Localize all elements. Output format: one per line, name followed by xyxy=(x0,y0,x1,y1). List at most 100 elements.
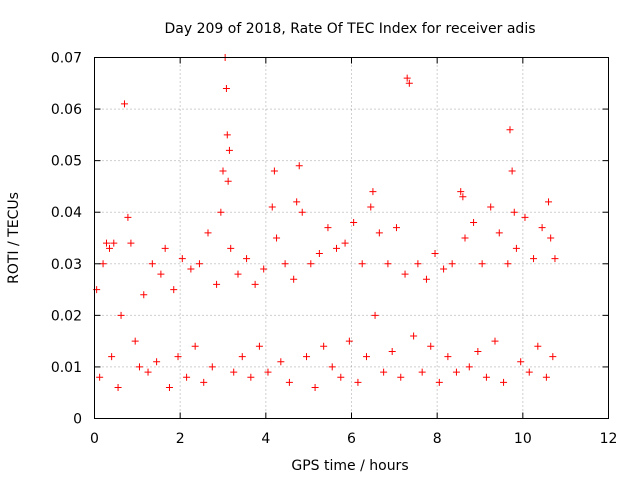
data-point xyxy=(217,208,225,216)
x-axis-label: GPS time / hours xyxy=(291,458,408,474)
data-point xyxy=(547,234,555,242)
data-point xyxy=(174,353,182,361)
x-tick-label: 2 xyxy=(176,431,185,447)
y-axis-label: ROTI / TECUs xyxy=(6,192,22,284)
data-point xyxy=(277,358,285,366)
data-point xyxy=(457,188,465,196)
data-point xyxy=(170,286,178,294)
data-point xyxy=(549,353,557,361)
data-point xyxy=(315,249,323,257)
data-point xyxy=(157,270,165,278)
data-point xyxy=(328,363,336,371)
data-points xyxy=(93,54,559,392)
data-point xyxy=(268,203,276,211)
x-tick-labels: 0 2 4 6 8 10 12 xyxy=(90,431,617,447)
data-point xyxy=(405,79,413,87)
data-point xyxy=(545,198,553,206)
data-point xyxy=(264,368,272,376)
data-point xyxy=(255,342,263,350)
data-point xyxy=(251,280,259,288)
data-point xyxy=(270,167,278,175)
data-point xyxy=(375,229,383,237)
data-point xyxy=(380,368,388,376)
data-point xyxy=(243,255,251,263)
data-point xyxy=(403,74,411,82)
data-point xyxy=(521,213,529,221)
data-point xyxy=(512,244,520,252)
data-point xyxy=(350,219,358,227)
data-point xyxy=(470,219,478,227)
data-point xyxy=(345,337,353,345)
data-point xyxy=(114,384,122,392)
data-point xyxy=(491,337,499,345)
grid-lines xyxy=(94,57,609,419)
data-point xyxy=(99,260,107,268)
y-tick-label: 0.03 xyxy=(51,257,82,273)
data-point xyxy=(452,368,460,376)
data-point xyxy=(362,353,370,361)
data-point xyxy=(303,353,311,361)
data-point xyxy=(191,342,199,350)
data-point xyxy=(225,146,233,154)
data-point xyxy=(369,188,377,196)
data-point xyxy=(534,342,542,350)
x-tick-label: 0 xyxy=(90,431,99,447)
data-point xyxy=(178,255,186,263)
data-point xyxy=(487,203,495,211)
data-point xyxy=(105,244,113,252)
data-point xyxy=(108,353,116,361)
x-tick-label: 8 xyxy=(433,431,442,447)
data-point xyxy=(461,234,469,242)
data-point xyxy=(273,234,281,242)
data-point xyxy=(234,270,242,278)
data-point xyxy=(358,260,366,268)
data-point xyxy=(542,373,550,381)
data-point xyxy=(414,260,422,268)
data-point xyxy=(307,260,315,268)
data-point xyxy=(448,260,456,268)
data-point xyxy=(120,100,128,108)
data-point xyxy=(165,384,173,392)
data-point xyxy=(422,275,430,283)
data-point xyxy=(500,378,508,386)
y-tick-label: 0.02 xyxy=(51,308,82,324)
data-point xyxy=(320,342,328,350)
data-point xyxy=(367,203,375,211)
data-point xyxy=(131,337,139,345)
data-point xyxy=(144,368,152,376)
x-tick-label: 4 xyxy=(261,431,270,447)
data-point xyxy=(140,291,148,299)
y-tick-label: 0.01 xyxy=(51,360,82,376)
data-point xyxy=(298,208,306,216)
data-point xyxy=(341,239,349,247)
data-point xyxy=(333,244,341,252)
data-point xyxy=(384,260,392,268)
data-point xyxy=(311,384,319,392)
data-point xyxy=(117,311,125,319)
data-point xyxy=(371,311,379,319)
data-point xyxy=(219,167,227,175)
y-tick-label: 0 xyxy=(73,412,82,428)
data-point xyxy=(295,162,303,170)
data-point xyxy=(337,373,345,381)
data-point xyxy=(290,275,298,283)
data-point xyxy=(510,208,518,216)
data-point xyxy=(148,260,156,268)
data-point xyxy=(551,255,559,263)
data-point xyxy=(127,239,135,247)
data-point xyxy=(459,193,467,201)
data-point xyxy=(223,131,231,139)
data-point xyxy=(247,373,255,381)
y-tick-label: 0.05 xyxy=(51,154,82,170)
data-point xyxy=(238,353,246,361)
data-point xyxy=(293,198,301,206)
data-point xyxy=(260,265,268,273)
data-point xyxy=(200,378,208,386)
data-point xyxy=(230,368,238,376)
x-tick-label: 10 xyxy=(514,431,532,447)
data-point xyxy=(281,260,289,268)
data-point xyxy=(227,244,235,252)
data-point xyxy=(525,368,533,376)
data-point xyxy=(530,255,538,263)
